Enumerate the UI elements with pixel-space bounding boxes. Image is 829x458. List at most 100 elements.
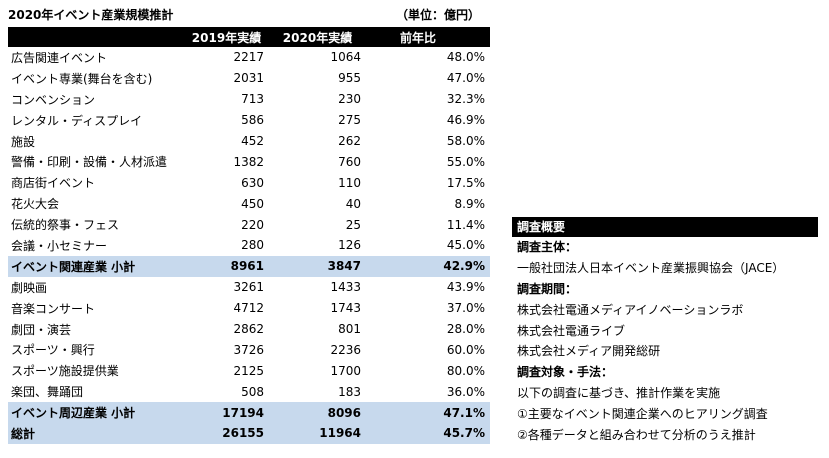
row-name: レンタル・ディスプレイ — [11, 113, 143, 128]
row-ratio: 8.9% — [454, 196, 486, 211]
header-2020: 2020年実績 — [269, 27, 366, 47]
row-value-2020: 760 — [338, 154, 361, 169]
row-name: 会議・小セミナー — [11, 238, 108, 253]
row-name: 商店街イベント — [11, 176, 96, 191]
survey-text: 一般社団法人日本イベント産業振興協会（JACE） — [517, 260, 785, 275]
row-value-2019: 8961 — [184, 255, 269, 277]
table-row: 劇団・演芸 2862 801 28.0% — [8, 319, 490, 340]
row-value-2020: 801 — [338, 322, 361, 337]
row-value-2019: 2217 — [233, 50, 264, 65]
row-name: 劇映画 — [11, 280, 48, 295]
row-ratio: 47.1% — [366, 402, 490, 424]
row-ratio: 42.9% — [366, 255, 490, 277]
row-value-2019: 220 — [241, 217, 264, 232]
row-name: スポーツ施設提供業 — [11, 364, 119, 379]
row-value-2019: 280 — [241, 238, 264, 253]
header-ratio: 前年比 — [366, 27, 490, 47]
row-name: 広告関連イベント — [11, 50, 108, 65]
row-value-2019: 2031 — [233, 71, 264, 86]
row-value-2020: 1064 — [330, 50, 361, 65]
row-value-2019: 2125 — [233, 363, 264, 378]
survey-lines: 調査主体： 一般社団法人日本イベント産業振興協会（JACE） 調査期間： 株式会社電通… — [512, 237, 818, 446]
row-name: イベント周辺産業 小計 — [8, 402, 184, 424]
row-value-2019: 508 — [241, 384, 264, 399]
table-row: 伝統的祭事・フェス 220 25 11.4% — [8, 214, 490, 235]
survey-text: 株式会社メディア開発総研 — [517, 344, 661, 359]
row-ratio: 80.0% — [446, 363, 485, 378]
row-value-2020: 40 — [345, 196, 361, 211]
row-name: 音楽コンサート — [11, 301, 96, 316]
row-value-2019: 452 — [241, 134, 264, 148]
table-row: スポーツ・興行 3726 2236 60.0% — [8, 339, 490, 360]
industry-size-table: 2019年実績 2020年実績 前年比 広告関連イベント 2217 1064 48.0… — [8, 27, 490, 444]
row-value-2020: 1743 — [330, 301, 361, 316]
table-row: レンタル・ディスプレイ 586 275 46.9% — [8, 110, 490, 131]
row-value-2020: 3847 — [269, 255, 366, 277]
row-value-2019: 713 — [241, 92, 264, 107]
row-name: 施設 — [11, 134, 36, 149]
row-value-2019: 586 — [241, 113, 264, 128]
row-name: イベント専業(舞台を含む) — [11, 71, 153, 86]
table-row: コンベンション 713 230 32.3% — [8, 89, 490, 110]
row-ratio: 45.0% — [446, 238, 485, 253]
row-value-2020: 262 — [338, 134, 361, 148]
row-value-2020: 275 — [338, 113, 361, 128]
row-ratio: 17.5% — [446, 175, 485, 190]
row-value-2019: 1382 — [233, 154, 264, 169]
survey-text: ②各種データと組み合わせて分析のうえ推計 — [517, 428, 756, 443]
row-value-2020: 230 — [338, 92, 361, 107]
row-ratio: 36.0% — [446, 384, 485, 399]
table-row: 花火大会 450 40 8.9% — [8, 193, 490, 214]
table-row: スポーツ施設提供業 2125 1700 80.0% — [8, 360, 490, 381]
row-value-2020: 955 — [338, 71, 361, 86]
row-ratio: 43.9% — [446, 280, 485, 295]
row-value-2020: 126 — [338, 238, 361, 253]
row-ratio: 46.9% — [446, 113, 485, 128]
survey-text: 以下の調査に基づき、推計作業を実施 — [517, 386, 721, 401]
header-2019: 2019年実績 — [184, 27, 269, 47]
row-value-2019: 26155 — [184, 423, 269, 444]
table-row: 施設 452 262 58.0% — [8, 131, 490, 152]
row-name: スポーツ・興行 — [11, 343, 95, 358]
row-name: 劇団・演芸 — [11, 322, 72, 337]
row-value-2020: 11964 — [269, 423, 366, 444]
table-row: 会議・小セミナー 280 126 45.0% — [8, 235, 490, 256]
row-value-2019: 4712 — [233, 301, 264, 316]
row-name: 総計 — [8, 423, 184, 444]
row-ratio: 48.0% — [446, 50, 485, 65]
table-row: 楽団、舞踊団 508 183 36.0% — [8, 381, 490, 402]
row-value-2019: 3261 — [233, 280, 264, 295]
survey-label: 調査期間： — [517, 281, 578, 296]
table-row: 音楽コンサート 4712 1743 37.0% — [8, 298, 490, 319]
row-value-2019: 3726 — [233, 342, 264, 357]
row-name: 花火大会 — [11, 197, 60, 212]
survey-summary: 調査概要 調査主体： 一般社団法人日本イベント産業振興協会（JACE） 調査期間： 株… — [512, 217, 818, 446]
table-row: 警備・印刷・設備・人材派遣 1382 760 55.0% — [8, 151, 490, 172]
row-name: 楽団、舞踊団 — [11, 385, 84, 400]
row-value-2020: 25 — [345, 217, 361, 232]
table-row: イベント専業(舞台を含む) 2031 955 47.0% — [8, 68, 490, 89]
row-value-2019: 2862 — [233, 322, 264, 337]
table-header-row: 2019年実績 2020年実績 前年比 — [8, 27, 490, 47]
row-ratio: 37.0% — [446, 301, 485, 316]
row-ratio: 60.0% — [446, 342, 485, 357]
row-ratio: 58.0% — [446, 134, 485, 148]
row-value-2020: 8096 — [269, 402, 366, 424]
survey-label: 調査対象・手法： — [517, 365, 614, 380]
survey-text: 株式会社電通ライブ — [517, 323, 626, 338]
row-name: 警備・印刷・設備・人材派遣 — [11, 155, 168, 170]
row-ratio: 32.3% — [446, 92, 485, 107]
row-ratio: 11.4% — [446, 217, 485, 232]
survey-text: ①主要なイベント関連企業へのヒアリング調査 — [517, 407, 768, 422]
row-name: 伝統的祭事・フェス — [11, 218, 120, 233]
row-name: コンベンション — [11, 92, 96, 107]
table-body: 広告関連イベント 2217 1064 48.0% イベント専業(舞台を含む) 2031 95… — [8, 47, 490, 444]
row-ratio: 47.0% — [446, 71, 485, 86]
unit-label: （単位：億円） — [396, 8, 481, 22]
row-ratio: 55.0% — [446, 154, 485, 169]
survey-text: 株式会社電通メディアイノベーションラボ — [517, 302, 744, 317]
table-row: 商店街イベント 630 110 17.5% — [8, 172, 490, 193]
table-row: 劇映画 3261 1433 43.9% — [8, 277, 490, 298]
row-value-2020: 1433 — [330, 280, 361, 295]
row-name: イベント関連産業 小計 — [8, 255, 184, 277]
